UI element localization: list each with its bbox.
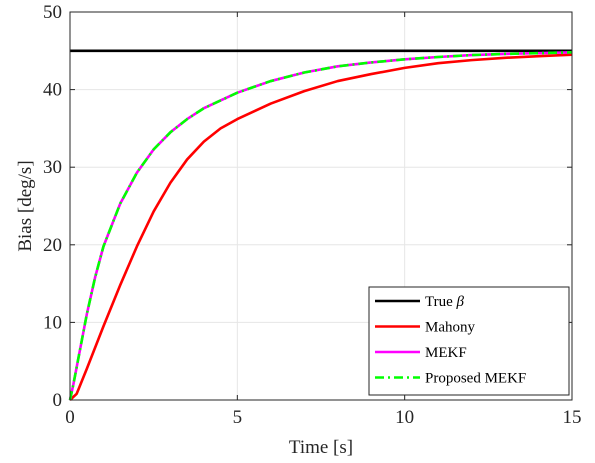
y-tick-label: 20	[43, 235, 62, 256]
series-layer	[68, 49, 573, 401]
x-tick-label: 0	[65, 407, 75, 428]
legend-label: MEKF	[425, 345, 467, 361]
y-tick-label: 10	[43, 312, 62, 333]
axes-box	[69, 11, 573, 401]
series-line-mahony	[69, 53, 573, 401]
series-line-mekf	[68, 51, 573, 401]
x-axis-label: Time [s]	[289, 437, 353, 458]
y-tick-label: 0	[53, 390, 63, 411]
legend: True β Mahony MEKF Proposed MEKF	[368, 286, 570, 396]
legend-label: Mahony	[425, 320, 475, 336]
y-tick-label: 30	[43, 157, 62, 178]
y-tick-label: 50	[43, 2, 62, 23]
x-tick-label: 10	[395, 407, 414, 428]
y-tick-label: 40	[43, 80, 62, 101]
legend-label: Proposed MEKF	[425, 371, 526, 387]
tick-labels: 0 5 10 15 0 10 20 30 40 50	[43, 2, 582, 428]
y-axis-label: Bias [deg/s]	[15, 160, 36, 251]
legend-label: True β	[425, 294, 465, 310]
x-tick-label: 5	[233, 407, 243, 428]
x-tick-label: 15	[563, 407, 582, 428]
